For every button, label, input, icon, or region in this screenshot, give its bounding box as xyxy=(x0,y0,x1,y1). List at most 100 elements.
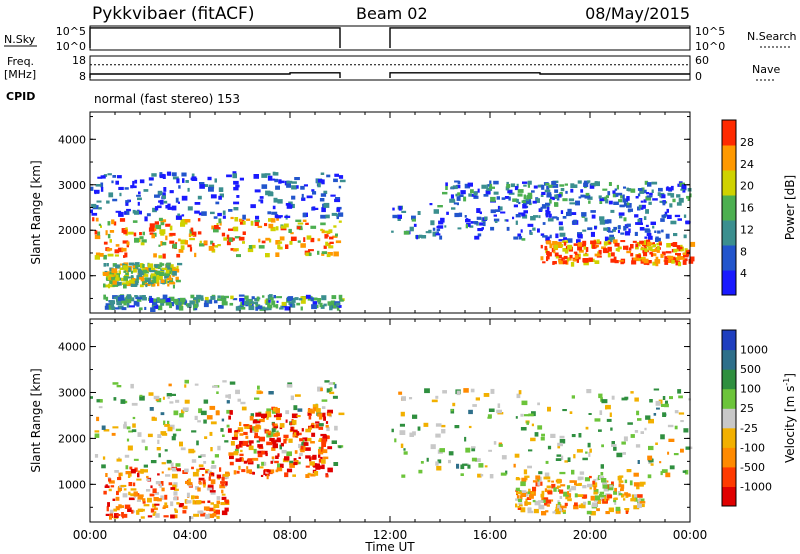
range-cell xyxy=(520,507,526,513)
range-cell xyxy=(462,463,468,466)
range-cell xyxy=(596,508,600,512)
range-cell xyxy=(293,405,298,411)
range-cell xyxy=(110,485,115,488)
range-cell xyxy=(495,209,501,212)
range-cell xyxy=(330,194,336,197)
range-cell xyxy=(215,201,220,205)
range-cell xyxy=(318,416,323,420)
range-cell xyxy=(646,192,649,195)
range-cell xyxy=(107,253,114,257)
range-cell xyxy=(471,446,476,449)
range-cell xyxy=(173,410,179,416)
range-cell xyxy=(125,227,128,230)
colorbar-tick-label: 24 xyxy=(740,158,754,171)
range-cell xyxy=(133,300,139,306)
range-cell xyxy=(109,300,116,305)
range-cell xyxy=(516,183,519,188)
range-cell xyxy=(194,210,200,214)
range-cell xyxy=(283,438,287,444)
range-cell xyxy=(637,499,641,503)
range-cell xyxy=(437,225,444,229)
range-cell xyxy=(520,481,526,487)
range-cell xyxy=(170,393,176,396)
range-cell xyxy=(323,190,328,194)
range-cell xyxy=(279,307,284,310)
range-cell xyxy=(665,400,668,404)
range-cell xyxy=(268,391,274,395)
range-cell xyxy=(158,191,163,195)
range-cell xyxy=(300,306,303,311)
range-cell xyxy=(659,242,662,246)
range-cell xyxy=(123,300,127,306)
range-cell xyxy=(229,461,234,466)
range-cell xyxy=(190,294,195,299)
range-cell xyxy=(152,302,158,306)
range-cell xyxy=(397,214,402,219)
range-cell xyxy=(254,397,260,400)
range-cell xyxy=(682,470,687,473)
range-cell xyxy=(205,299,211,304)
colorbar-tick-label: 4 xyxy=(740,267,747,280)
range-cell xyxy=(617,248,620,252)
range-cell xyxy=(223,473,229,477)
range-cell xyxy=(148,281,154,285)
range-cell xyxy=(338,412,345,416)
range-cell xyxy=(257,305,263,310)
range-cell xyxy=(154,492,159,495)
range-cell xyxy=(636,242,641,247)
range-cell xyxy=(620,488,624,492)
range-cell xyxy=(103,429,110,432)
range-cell xyxy=(667,258,672,263)
range-cell xyxy=(108,478,112,482)
range-cell xyxy=(193,450,196,453)
range-cell xyxy=(149,270,156,273)
range-cell xyxy=(95,252,101,257)
range-cell xyxy=(637,460,640,464)
range-cell xyxy=(161,462,166,465)
range-cell xyxy=(326,388,332,393)
range-cell xyxy=(523,210,528,214)
range-cell xyxy=(676,194,681,198)
range-cell xyxy=(583,180,590,184)
range-cell xyxy=(623,225,627,231)
range-cell xyxy=(299,438,304,442)
range-cell xyxy=(661,229,664,233)
range-cell xyxy=(317,386,323,392)
range-cell xyxy=(213,508,216,512)
range-cell xyxy=(584,194,591,199)
range-cell xyxy=(154,503,160,506)
range-cell xyxy=(175,428,182,432)
range-cell xyxy=(169,190,174,194)
range-cell xyxy=(513,204,518,208)
range-cell xyxy=(318,458,322,463)
range-cell xyxy=(520,413,524,417)
range-cell xyxy=(271,409,278,414)
range-cell xyxy=(159,199,164,205)
range-cell xyxy=(540,493,545,498)
range-cell xyxy=(157,205,162,209)
range-cell xyxy=(292,419,297,425)
range-cell xyxy=(528,488,531,492)
range-cell xyxy=(608,230,614,233)
range-cell xyxy=(107,233,111,239)
range-cell xyxy=(248,302,251,306)
range-cell xyxy=(537,228,540,233)
range-cell xyxy=(119,472,123,477)
range-cell xyxy=(430,220,435,226)
range-cell xyxy=(137,269,143,274)
range-cell xyxy=(413,223,417,227)
range-cell xyxy=(549,198,552,201)
range-cell xyxy=(124,454,130,458)
range-cell xyxy=(318,454,321,458)
range-cell xyxy=(122,240,129,244)
range-cell xyxy=(275,240,281,245)
range-cell xyxy=(140,468,144,474)
range-cell xyxy=(116,514,121,517)
y-tick-label: 4000 xyxy=(58,341,86,354)
range-cell xyxy=(590,495,595,501)
range-cell xyxy=(527,465,532,469)
range-cell xyxy=(621,441,626,445)
range-cell xyxy=(673,248,678,253)
range-cell xyxy=(559,489,564,494)
range-cell xyxy=(210,492,216,495)
